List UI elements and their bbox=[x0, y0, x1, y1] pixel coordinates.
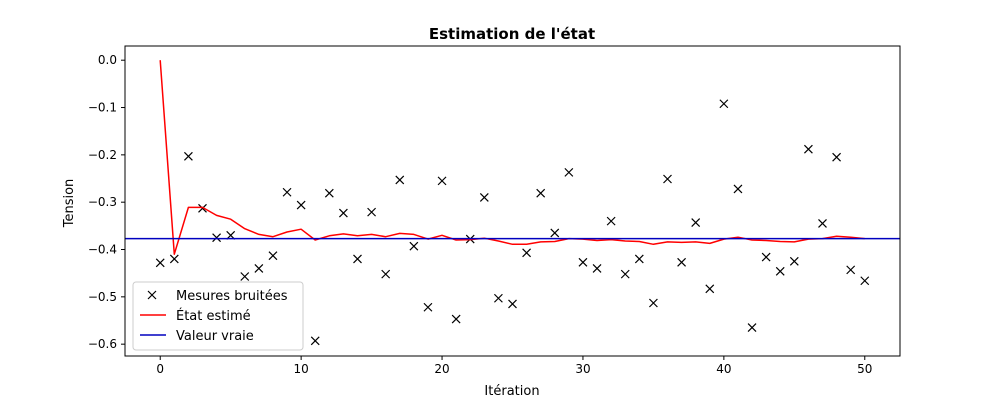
x-tick-label: 30 bbox=[575, 362, 590, 376]
measurement-point bbox=[367, 207, 377, 217]
measurement-point bbox=[268, 251, 278, 261]
measurement-point bbox=[634, 254, 644, 264]
measurement-point bbox=[451, 314, 461, 324]
legend: Mesures bruitées État estimé Valeur vraie bbox=[132, 281, 304, 351]
measurement-point bbox=[691, 218, 701, 227]
measurement-point bbox=[282, 187, 292, 197]
measurement-point bbox=[663, 174, 672, 184]
measurement-point bbox=[479, 193, 489, 202]
x-tick-label: 50 bbox=[857, 362, 872, 376]
y-tick-label: −0.6 bbox=[88, 337, 117, 351]
measurement-point bbox=[648, 298, 658, 308]
measurement-point bbox=[437, 176, 447, 186]
x-tick-label: 20 bbox=[434, 362, 449, 376]
measurement-point bbox=[155, 258, 165, 268]
measurement-point bbox=[846, 265, 856, 275]
measurement-point bbox=[310, 336, 320, 346]
measurement-point bbox=[338, 208, 348, 218]
measurement-point bbox=[860, 276, 870, 286]
estimate-line bbox=[159, 60, 865, 255]
measurement-point bbox=[508, 299, 517, 309]
measurement-point bbox=[606, 216, 616, 226]
measurement-point bbox=[198, 203, 207, 213]
measurement-point bbox=[592, 264, 602, 273]
measurement-point bbox=[493, 293, 503, 303]
measurement-point bbox=[254, 264, 264, 273]
measurement-point bbox=[832, 152, 842, 162]
legend-box bbox=[132, 281, 304, 351]
x-tick-label: 40 bbox=[716, 362, 731, 376]
y-axis-label: Tension bbox=[62, 179, 77, 229]
measurement-point bbox=[761, 252, 771, 262]
x-tick-label: 10 bbox=[293, 362, 308, 376]
y-tick-label: −0.5 bbox=[88, 290, 117, 304]
measurement-point bbox=[324, 188, 334, 198]
measurement-point bbox=[733, 184, 743, 194]
measurement-point bbox=[775, 266, 785, 276]
measurement-point bbox=[536, 188, 546, 198]
y-tick-label: −0.3 bbox=[88, 195, 117, 209]
measurement-point bbox=[423, 302, 433, 312]
x-axis-label: Itération bbox=[484, 384, 539, 399]
measurement-point bbox=[212, 233, 222, 243]
measurement-point bbox=[409, 241, 419, 251]
y-tick-label: −0.2 bbox=[88, 148, 117, 162]
y-tick-label: 0.0 bbox=[98, 53, 117, 67]
measurement-point bbox=[550, 228, 560, 238]
measurement-point bbox=[747, 323, 757, 333]
measurement-point bbox=[789, 256, 799, 266]
measurement-point bbox=[705, 284, 715, 294]
legend-marker-noisy bbox=[147, 290, 157, 300]
y-tick-label: −0.4 bbox=[88, 243, 117, 257]
measurement-point bbox=[677, 257, 687, 267]
measurement-point bbox=[183, 151, 193, 161]
axes-frame bbox=[124, 45, 901, 357]
measurement-point bbox=[395, 175, 405, 185]
measurement-point bbox=[169, 254, 179, 264]
measurement-point bbox=[578, 257, 588, 267]
measurement-point bbox=[353, 254, 362, 264]
measurement-point bbox=[381, 269, 391, 279]
plot-area: 0 10 20 30 40 50 0.0 −0.1 −0.2 −0.3 −0.4 −0.5 −0.6 bbox=[88, 45, 901, 376]
measurement-point bbox=[240, 272, 250, 281]
measurement-point bbox=[620, 269, 630, 279]
measurement-point bbox=[564, 167, 574, 177]
measurement-point bbox=[719, 99, 729, 109]
legend-label-estimate: État estimé bbox=[176, 308, 251, 324]
chart-title: Estimation de l'état bbox=[429, 25, 595, 43]
measurement-point bbox=[803, 144, 813, 154]
measurement-point bbox=[818, 219, 827, 228]
series-group bbox=[125, 60, 900, 346]
x-tick-label: 0 bbox=[156, 362, 164, 376]
legend-label-truth: Valeur vraie bbox=[176, 329, 254, 344]
y-tick-label: −0.1 bbox=[88, 101, 117, 115]
legend-label-noisy: Mesures bruitées bbox=[176, 289, 288, 304]
measurement-point bbox=[522, 248, 532, 258]
measurement-point bbox=[296, 200, 306, 210]
